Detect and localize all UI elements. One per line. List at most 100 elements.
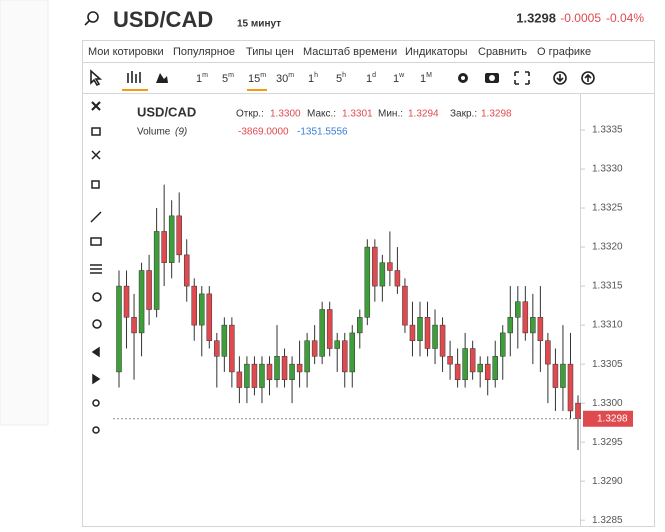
upload-icon[interactable] [581,71,595,85]
candle-body [131,317,137,334]
camera-icon[interactable] [485,73,499,83]
candle-body [462,348,468,380]
candle-body [168,215,175,263]
candle-body [229,324,235,373]
timeframe[interactable]: 30m [276,72,294,85]
candle-body [477,363,483,373]
candle-body [500,332,506,357]
candle-body [176,215,182,256]
candle-body [484,363,491,380]
menu-item[interactable]: Типы цен [246,46,294,58]
search-icon[interactable] [84,11,99,26]
y-tick-label: 1.3290 [592,476,623,487]
candle-body [439,324,446,357]
legend-high-label: Макс.: [307,109,336,120]
candle-body [364,246,371,318]
timeframe-unit: M [426,72,432,79]
candle-body [575,402,581,419]
candle-body [341,340,348,373]
candle-body [454,363,461,380]
candle-body [123,285,130,318]
interval: 15 минут [237,19,281,30]
candle-body [469,348,476,373]
candle-body [236,371,243,388]
candle-body [394,270,401,287]
y-tick-label: 1.3285 [592,515,623,526]
menu-item[interactable]: Сравнить [478,46,527,58]
timeframe-number: 1 [366,73,372,85]
legend-close-label: Закр.: [450,109,477,120]
candle-body [214,340,220,357]
candle-body [116,285,122,373]
candle-body [274,356,280,380]
candle-body [349,332,356,373]
candle-body [379,262,386,287]
candle-body [424,317,431,349]
candle-body [417,317,423,341]
candle-body [567,363,574,412]
change: -0.0005 [560,11,601,25]
timeframe-number: 1 [420,73,426,85]
timeframe-number: 1 [196,73,202,85]
legend-open: 1.3300 [270,109,301,120]
candle-body [357,317,363,334]
menu-item[interactable]: О графике [537,46,591,58]
timeframe[interactable]: 1m [196,72,208,85]
timeframe[interactable]: 1w [393,72,405,85]
candle-body [402,285,408,326]
candle-body [409,324,416,341]
timeframe-unit: w [398,72,405,79]
candle-body [206,293,213,341]
y-tick-label: 1.3310 [592,320,623,331]
candle-body [221,324,228,357]
candle-body [266,363,273,380]
candle-body [387,262,393,271]
candle-body [146,270,152,310]
timeframe-unit: m [260,72,266,79]
timeframe[interactable]: 1M [420,72,432,85]
y-tick-label: 1.3335 [592,125,623,136]
candle-body [552,363,559,388]
fullscreen-icon[interactable] [514,71,530,85]
candle-body [492,356,498,380]
settings-icon[interactable] [458,73,468,83]
side-panel [0,0,49,426]
timeframe-number: 30 [276,73,288,85]
timeframe-number: 15 [248,73,260,85]
timeframe[interactable]: 15m [248,72,266,85]
menu-item[interactable]: Индикаторы [405,46,468,58]
candle-body [319,309,325,357]
candle-body [161,231,167,263]
y-tick-label: 1.3295 [592,437,623,448]
menu-item[interactable]: Масштаб времени [303,46,397,58]
cursor-icon[interactable] [90,69,103,87]
last-price-label: 1.3298 [597,413,628,424]
download-icon[interactable] [553,71,567,85]
candle-body [304,340,310,373]
candle-body [259,363,265,388]
candle-body [138,270,145,334]
candle-body [530,317,536,334]
timeframe-number: 1 [308,73,314,85]
candle-body [191,285,197,326]
timeframe[interactable]: 1d [366,72,376,85]
legend-close: 1.3298 [481,109,512,120]
timeframe[interactable]: 1h [308,72,318,85]
candle-type-icon[interactable] [122,71,148,91]
timeframe-unit: m [288,72,294,79]
timeframe-unit: h [314,72,318,79]
menu-item[interactable]: Мои котировки [88,46,164,58]
timeframe-number: 1 [393,73,399,85]
timeframe[interactable]: 5h [336,72,346,85]
timeframe[interactable]: 5m [222,72,234,85]
candle-body [153,231,160,310]
menu-item[interactable]: Популярное [173,46,235,58]
timeframe-unit: d [372,72,376,79]
y-tick-label: 1.3305 [592,359,623,370]
candle-body [289,363,295,380]
candle-body [183,254,190,287]
timeframe-unit: m [228,72,234,79]
candle-body [447,356,453,365]
timeframe-unit: m [202,72,208,79]
area-type-icon[interactable] [156,73,168,83]
